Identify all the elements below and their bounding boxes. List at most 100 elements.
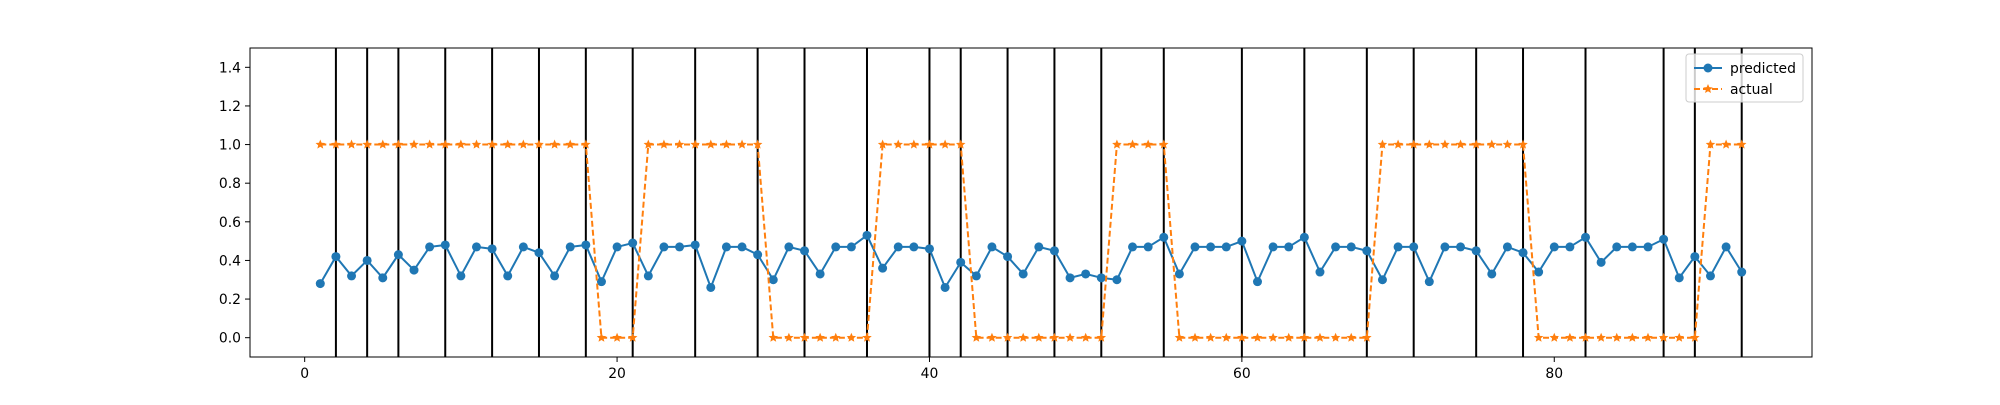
data-point-predicted (440, 240, 450, 250)
data-point-actual (1127, 139, 1138, 149)
data-point-actual (1034, 332, 1044, 342)
series-line-predicted (319, 233, 1743, 291)
data-point-predicted (846, 242, 856, 252)
data-point-predicted (362, 255, 372, 265)
data-point-actual (846, 332, 857, 342)
axes-layer (249, 47, 1813, 358)
data-point-predicted (1674, 273, 1684, 283)
data-point-actual (1096, 332, 1107, 342)
data-point-actual (1190, 332, 1200, 342)
data-point-predicted (1221, 242, 1231, 252)
data-point-predicted (1315, 267, 1325, 277)
data-point-predicted (1456, 242, 1466, 252)
data-point-actual (1487, 139, 1497, 149)
data-point-actual (1408, 139, 1419, 149)
x-axis-ticks: 0 20 40 60 80 (300, 357, 1563, 382)
series-predicted (315, 230, 1747, 292)
data-point-actual (955, 139, 966, 149)
data-point-actual (1221, 332, 1232, 342)
data-point-predicted (425, 242, 435, 252)
data-point-actual (456, 139, 466, 149)
x-tick-label: 80 (1545, 366, 1563, 382)
data-point-actual (1549, 332, 1560, 342)
data-point-actual (909, 139, 919, 149)
data-point-predicted (956, 257, 966, 267)
data-point-actual (1283, 332, 1294, 342)
data-point-predicted (721, 242, 731, 252)
y-axis-ticks: 0.0 0.2 0.4 0.6 0.8 1.0 1.2 1.4 (219, 60, 250, 347)
data-point-predicted (940, 282, 950, 292)
legend: predicted actual (1685, 53, 1804, 103)
data-point-actual (1159, 139, 1169, 149)
data-point-predicted (1159, 232, 1169, 242)
data-point-actual (1440, 139, 1450, 149)
data-point-predicted (1174, 269, 1184, 279)
data-point-actual (1299, 332, 1310, 342)
legend-label-predicted: predicted (1730, 61, 1796, 77)
data-point-predicted (1237, 236, 1247, 246)
data-point-actual (1533, 332, 1544, 342)
data-point-actual (596, 332, 607, 342)
data-point-actual (1627, 332, 1638, 342)
data-point-predicted (518, 242, 528, 252)
data-point-actual (1174, 332, 1185, 342)
data-point-actual (378, 139, 388, 149)
series-layer (315, 139, 1747, 342)
data-point-predicted (924, 244, 934, 254)
data-point-predicted (1299, 232, 1309, 242)
data-point-predicted (409, 265, 419, 275)
data-point-predicted (1252, 277, 1262, 287)
x-tick-label: 60 (1233, 366, 1251, 382)
data-point-predicted (1518, 248, 1528, 258)
data-point-actual (424, 139, 435, 149)
data-point-predicted (643, 271, 653, 281)
data-point-predicted (1721, 242, 1731, 252)
data-point-predicted (1471, 246, 1481, 256)
data-point-actual (627, 332, 638, 342)
data-point-actual (471, 139, 482, 149)
data-point-predicted (1081, 269, 1091, 279)
data-point-actual (721, 139, 732, 149)
x-tick-label: 20 (608, 366, 626, 382)
plot-frame (249, 47, 1813, 358)
data-point-actual (409, 139, 419, 149)
data-point-predicted (612, 242, 622, 252)
data-point-actual (565, 139, 575, 149)
data-point-predicted (534, 248, 544, 258)
data-point-actual (1393, 139, 1403, 149)
y-tick-label: 0.4 (219, 253, 241, 269)
data-point-predicted (1612, 242, 1622, 252)
data-point-predicted (831, 242, 841, 252)
data-point-predicted (1018, 269, 1028, 279)
data-point-predicted (1003, 252, 1013, 262)
data-point-predicted (1284, 242, 1294, 252)
y-tick-label: 1.2 (219, 99, 241, 115)
data-point-actual (1580, 332, 1591, 342)
data-point-predicted (1737, 267, 1747, 277)
data-point-actual (1502, 139, 1513, 149)
data-point-predicted (1112, 275, 1122, 285)
data-point-actual (1596, 332, 1606, 342)
data-point-actual (534, 139, 544, 149)
data-point-actual (331, 139, 341, 149)
data-point-actual (659, 139, 669, 149)
data-point-predicted (893, 242, 903, 252)
data-point-actual (893, 139, 903, 149)
legend-marker-actual (1703, 84, 1713, 94)
data-point-predicted (815, 269, 825, 279)
data-point-actual (674, 139, 685, 149)
x-tick-label: 0 (300, 366, 309, 382)
data-point-predicted (1346, 242, 1356, 252)
data-point-actual (1674, 332, 1684, 342)
legend-items: predicted actual (1694, 61, 1796, 98)
data-point-predicted (471, 242, 481, 252)
data-point-predicted (909, 242, 919, 252)
data-point-predicted (675, 242, 685, 252)
data-point-actual (1346, 332, 1356, 342)
y-tick-label: 1.4 (219, 60, 241, 76)
data-point-actual (1643, 332, 1653, 342)
data-point-actual (1065, 332, 1075, 342)
data-point-predicted (1206, 242, 1216, 252)
data-point-actual (1377, 139, 1388, 149)
